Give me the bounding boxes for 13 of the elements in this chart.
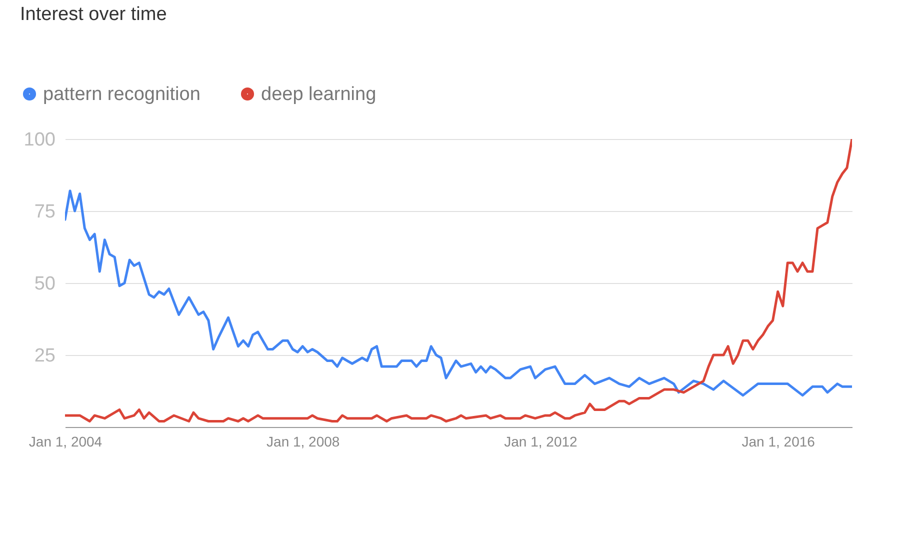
line-series bbox=[65, 139, 852, 422]
line-series bbox=[65, 190, 852, 397]
x-tick-label: Jan 1, 2008 bbox=[266, 434, 340, 450]
legend-label: pattern recognition bbox=[43, 84, 200, 105]
x-tick-label: Jan 1, 2012 bbox=[504, 434, 578, 450]
y-tick-label: 25 bbox=[34, 346, 56, 366]
legend-label: deep learning bbox=[261, 84, 376, 105]
y-tick-label: 75 bbox=[34, 202, 56, 222]
x-tick-label: Jan 1, 2004 bbox=[28, 434, 102, 450]
y-tick-label: 100 bbox=[24, 130, 56, 150]
x-tick-label: Jan 1, 2016 bbox=[742, 434, 816, 450]
y-tick-label: 50 bbox=[34, 274, 56, 294]
chart-title: Interest over time bbox=[20, 4, 167, 25]
